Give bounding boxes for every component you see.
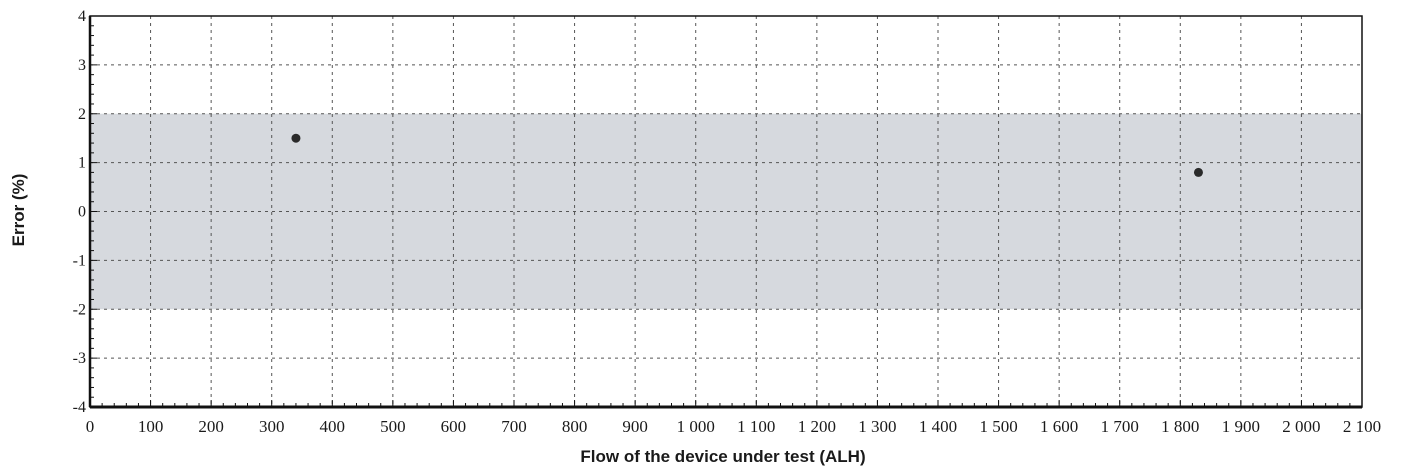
x-tick-label: 2 100 [1343,417,1381,436]
x-tick-label: 1 100 [737,417,775,436]
x-tick-label: 1 500 [979,417,1017,436]
y-tick-label: -4 [73,399,86,416]
y-tick-label: -1 [73,252,86,269]
x-axis-label: Flow of the device under test (ALH) [580,447,865,466]
data-point [1193,167,1203,177]
data-point [291,133,301,143]
x-tick-label: 700 [501,417,527,436]
x-tick-label: 600 [441,417,467,436]
x-tick-label: 300 [259,417,285,436]
y-tick-label: 3 [78,57,86,74]
x-tick-label: 500 [380,417,406,436]
x-tick-label: 100 [138,417,164,436]
x-tick-label: 1 800 [1161,417,1199,436]
x-tick-label: 1 000 [677,417,715,436]
y-tick-label: 1 [78,155,86,172]
x-tick-label: 1 600 [1040,417,1078,436]
y-axis-label: Error (%) [9,174,28,247]
x-tick-label: 0 [86,417,95,436]
y-tick-label: 0 [78,204,86,221]
x-tick-label: 1 900 [1222,417,1260,436]
x-tick-label: 900 [622,417,648,436]
x-tick-label: 1 400 [919,417,957,436]
x-tick-label: 200 [198,417,224,436]
y-tick-label: 4 [78,8,86,25]
x-tick-label: 800 [562,417,588,436]
data-points [291,133,1203,177]
x-tick-label: 1 300 [858,417,896,436]
x-tick-label: 1 700 [1101,417,1139,436]
x-tick-labels: 0 100 200 300 400 500 600 700 800 900 1 000 1 100 1 … [86,417,1381,436]
y-tick-label: 2 [78,106,86,123]
y-tick-label: -2 [73,301,86,318]
x-tick-label: 400 [320,417,346,436]
y-tick-labels: -4 -3 -2 -1 0 1 2 3 4 [73,8,86,416]
x-tick-label: 1 200 [798,417,836,436]
x-tick-label: 2 000 [1282,417,1320,436]
y-tick-label: -3 [73,350,86,367]
